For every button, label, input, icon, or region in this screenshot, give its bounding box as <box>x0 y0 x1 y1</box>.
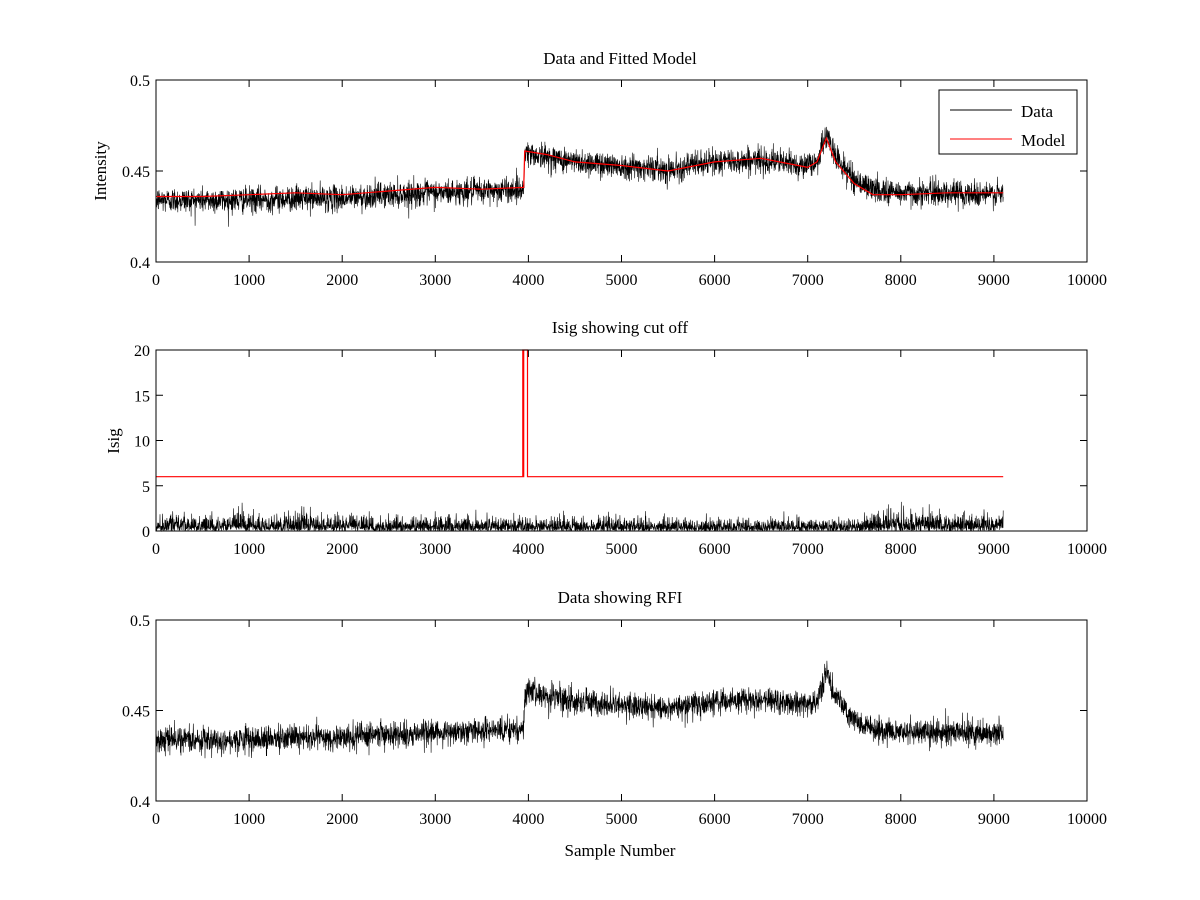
subplot-3-series-layer <box>155 660 1004 759</box>
subplot-3-title: Data showing RFI <box>558 588 683 607</box>
subplot-1-y-axis-label: Intensity <box>91 141 110 201</box>
subplot-2-title: Isig showing cut off <box>552 318 688 337</box>
subplot-3-y-tick-label: 0.4 <box>130 794 150 811</box>
subplot-3-x-tick-label: 6000 <box>699 811 731 828</box>
subplot-1-x-tick-label: 1000 <box>233 272 265 289</box>
subplot-3-series-1-line <box>155 660 1004 759</box>
subplot-3-x-tick-label: 9000 <box>978 811 1010 828</box>
subplot-2-x-tick-label: 7000 <box>792 541 824 558</box>
subplot-2-y-tick-label: 10 <box>134 434 150 451</box>
subplot-2-x-tick-label: 2000 <box>326 541 358 558</box>
subplot-1-x-tick-label: 2000 <box>326 272 358 289</box>
subplot-3-x-tick-label: 0 <box>152 811 160 828</box>
subplot-1-x-tick-label: 10000 <box>1067 272 1107 289</box>
subplot-2-y-tick-label: 5 <box>142 479 150 496</box>
subplot-2-x-tick-label: 8000 <box>885 541 917 558</box>
subplot-3-x-tick-label: 2000 <box>326 811 358 828</box>
subplot-2-y-axis-label: Isig <box>104 428 123 454</box>
legend: Data Model <box>938 89 1078 155</box>
subplot-1-x-tick-label: 6000 <box>699 272 731 289</box>
x-axis-label: Sample Number <box>565 841 676 860</box>
subplot-1-y-tick-label: 0.45 <box>122 164 150 181</box>
subplot-2-x-tick-label: 0 <box>152 541 160 558</box>
subplot-1-x-tick-label: 9000 <box>978 272 1010 289</box>
subplot-3-x-tick-label: 5000 <box>606 811 638 828</box>
subplot-1-x-tick-label: 4000 <box>512 272 544 289</box>
subplot-2-x-tick-label: 10000 <box>1067 541 1107 558</box>
subplot-2-ticks-layer: 0 1000 2000 3000 4000 5000 6000 7000 8000 9000 100… <box>134 343 1107 558</box>
subplot-1-x-tick-label: 7000 <box>792 272 824 289</box>
subplot-1-y-tick-label: 0.4 <box>130 255 150 272</box>
subplot-2-x-tick-label: 4000 <box>512 541 544 558</box>
subplot-2-x-tick-label: 3000 <box>419 541 451 558</box>
subplot-2-y-tick-label: 20 <box>134 343 150 360</box>
subplot-2-x-tick-label: 9000 <box>978 541 1010 558</box>
subplot-1-y-tick-label: 0.5 <box>130 73 150 90</box>
subplot-3-y-tick-label: 0.45 <box>122 704 150 721</box>
subplot-1-x-tick-label: 0 <box>152 272 160 289</box>
subplot-2-x-tick-label: 6000 <box>699 541 731 558</box>
subplot-1-x-tick-label: 8000 <box>885 272 917 289</box>
subplot-3-y-tick-label: 0.5 <box>130 613 150 630</box>
subplot-2-series-2-line <box>156 349 1004 478</box>
subplot-3-x-tick-label: 7000 <box>792 811 824 828</box>
subplot-isig-showing-cut-off: Isig showing cut off Isig 0 1000 2000 3000 4… <box>104 318 1107 558</box>
subplot-2-x-tick-label: 1000 <box>233 541 265 558</box>
subplot-1-series-layer <box>155 126 1004 227</box>
subplot-2-y-tick-label: 0 <box>142 524 150 541</box>
subplot-2-y-tick-label: 15 <box>134 388 150 405</box>
subplot-1-title: Data and Fitted Model <box>543 49 697 68</box>
subplot-1-x-tick-label: 3000 <box>419 272 451 289</box>
subplot-3-ticks-layer: 0 1000 2000 3000 4000 5000 6000 7000 8000 9000 100… <box>122 613 1107 828</box>
subplot-3-x-tick-label: 1000 <box>233 811 265 828</box>
legend-model-label: Model <box>1021 131 1066 150</box>
subplot-3-x-tick-label: 10000 <box>1067 811 1107 828</box>
subplot-1-ticks-layer: 0 1000 2000 3000 4000 5000 6000 7000 8000 9000 100… <box>122 73 1107 289</box>
subplot-2-x-tick-label: 5000 <box>606 541 638 558</box>
subplot-data-showing-rfi: Data showing RFI Sample Number 0 1000 2000… <box>122 588 1107 860</box>
subplot-data-and-fitted-model: Data and Fitted Model Intensity 0 1000 200… <box>91 49 1107 289</box>
subplot-3-x-tick-label: 8000 <box>885 811 917 828</box>
subplot-1-x-tick-label: 5000 <box>606 272 638 289</box>
subplot-3-x-tick-label: 3000 <box>419 811 451 828</box>
subplot-1-series-2-line <box>156 136 1004 198</box>
legend-data-label: Data <box>1021 102 1054 121</box>
subplot-3-x-tick-label: 4000 <box>512 811 544 828</box>
legend-box <box>938 89 1078 155</box>
